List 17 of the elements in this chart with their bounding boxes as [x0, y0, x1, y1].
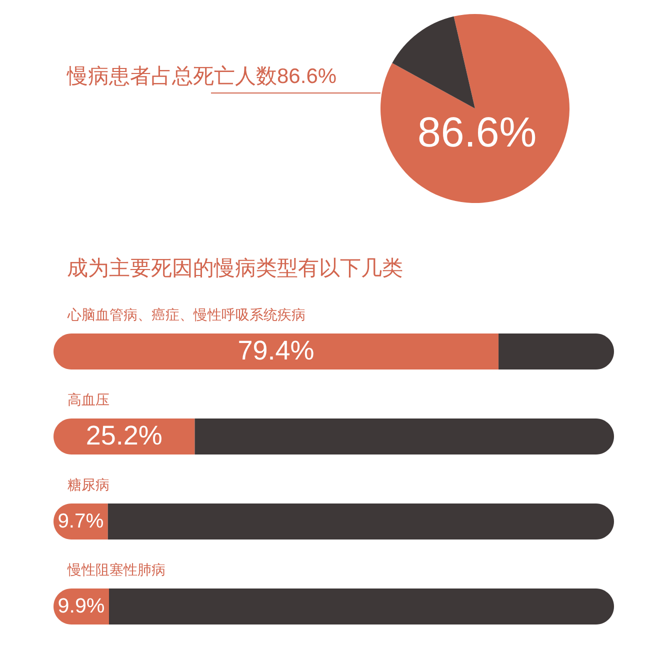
bar: [108, 503, 614, 540]
y-tick-label: 心脑血管病、癌症、慢性呼吸系统疾病: [66, 306, 306, 322]
pie-slice: [392, 16, 475, 108]
bar: [194, 418, 614, 455]
chart-title: 成为主要死因的慢病类型有以下几类: [67, 257, 403, 280]
text: 慢病患者占总死亡人数86.6%: [66, 65, 337, 88]
data-label: 86.6%: [418, 108, 537, 156]
bar: [498, 334, 614, 370]
bar: [54, 334, 499, 370]
data-label: 25.2%: [86, 420, 162, 451]
bar: [108, 588, 614, 624]
y-tick-label: 慢性阻塞性肺病: [66, 561, 166, 578]
data-label: 9.7%: [58, 510, 104, 532]
y-tick-label: 糖尿病: [68, 476, 110, 492]
y-tick-label: 高血压: [68, 391, 110, 408]
data-label: 79.4%: [238, 336, 314, 366]
data-label: 9.9%: [58, 594, 105, 618]
